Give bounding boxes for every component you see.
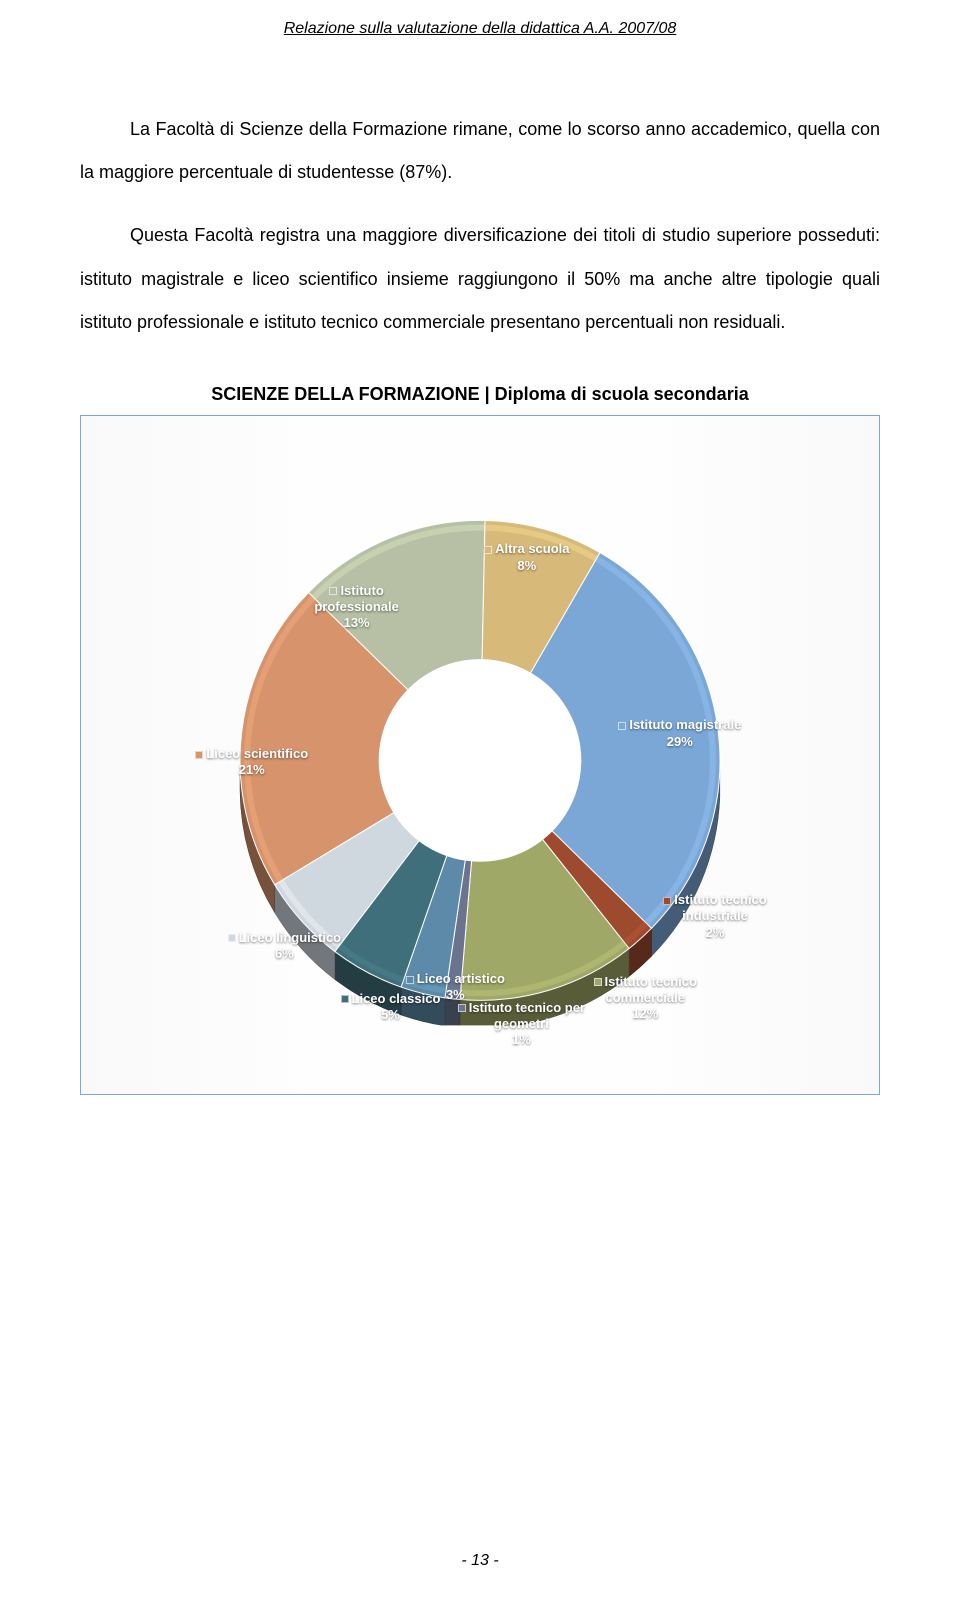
paragraph-1: La Facoltà di Scienze della Formazione r… (80, 108, 880, 194)
slice-label: Istituto tecnico commerciale12% (575, 974, 715, 1023)
slice-label: Liceo linguistico6% (214, 930, 354, 963)
chart-title: SCIENZE DELLA FORMAZIONE | Diploma di sc… (80, 384, 880, 405)
page-number: - 13 - (0, 1552, 960, 1570)
slice-label: Liceo classico5% (320, 991, 460, 1024)
slice-label: Liceo scientifico21% (182, 746, 322, 779)
slice-label: Istituto tecnico per geometri1% (451, 1000, 591, 1049)
paragraph-2: Questa Facoltà registra una maggiore div… (80, 214, 880, 344)
slice-label: Altra scuola8% (457, 541, 597, 574)
chart-frame: Istituto magistrale29% Istituto tecnico i… (80, 415, 880, 1095)
slice-label: Istituto tecnico industriale2% (645, 892, 785, 941)
page-header: Relazione sulla valutazione della didatt… (80, 20, 880, 38)
slice-label: Istituto magistrale29% (610, 717, 750, 750)
slice-label: Istituto professionale13% (287, 583, 427, 632)
